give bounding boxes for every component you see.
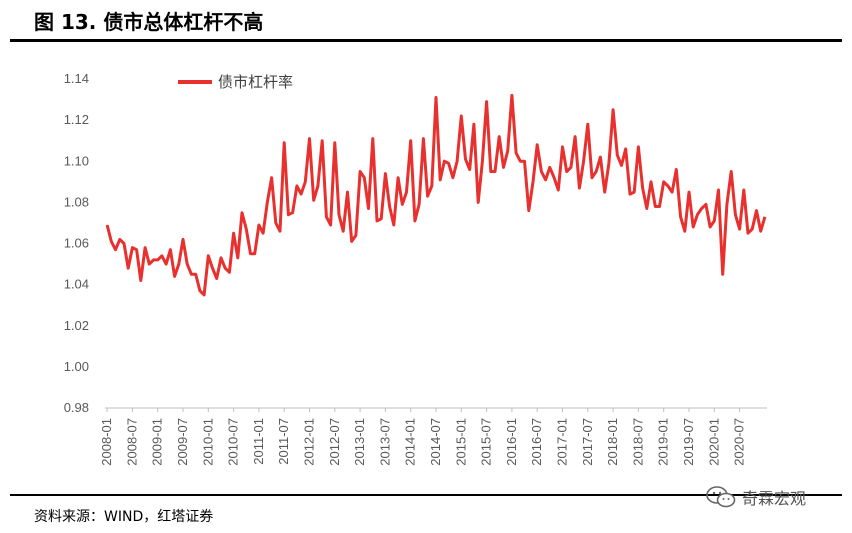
x-tick-label: 2010-07 xyxy=(226,418,241,466)
x-tick-label: 2011-07 xyxy=(276,418,291,465)
x-tick-label: 2012-07 xyxy=(327,418,342,466)
bottom-rule xyxy=(10,494,842,496)
y-tick-label: 0.98 xyxy=(64,400,89,415)
x-tick-label: 2016-07 xyxy=(529,418,544,466)
x-tick-label: 2014-01 xyxy=(403,418,418,466)
x-axis-ticks: 2008-01 2008-07 2009-01 2009-07 2010-01 2010-… xyxy=(99,408,747,466)
y-tick-label: 1.00 xyxy=(64,359,89,374)
wechat-icon xyxy=(706,486,736,508)
x-tick-label: 2016-01 xyxy=(504,418,519,466)
y-tick-label: 1.12 xyxy=(64,112,89,127)
source-note: 资料来源：WIND，红塔证券 xyxy=(34,509,214,525)
x-tick-label: 2017-01 xyxy=(554,418,569,466)
x-tick-label: 2014-07 xyxy=(428,418,443,466)
y-tick-label: 1.08 xyxy=(64,194,89,209)
x-tick-label: 2020-07 xyxy=(732,418,747,466)
x-tick-label: 2011-01 xyxy=(251,418,266,465)
x-tick-label: 2013-01 xyxy=(352,418,367,466)
x-tick-label: 2019-07 xyxy=(681,418,696,466)
x-tick-label: 2009-07 xyxy=(175,418,190,466)
x-tick-label: 2012-01 xyxy=(302,418,317,466)
x-tick-label: 2018-01 xyxy=(605,418,620,466)
x-tick-label: 2020-01 xyxy=(706,418,721,466)
series-line-bond-leverage xyxy=(105,93,767,297)
y-tick-label: 1.02 xyxy=(64,318,89,333)
figure-title: 图 13. 债市总体杠杆不高 xyxy=(34,10,264,34)
x-tick-label: 2019-01 xyxy=(656,418,671,466)
y-tick-label: 1.06 xyxy=(64,236,89,251)
top-rule xyxy=(10,39,842,42)
x-tick-label: 2008-07 xyxy=(124,418,139,466)
y-axis-ticks: 0.98 1.00 1.02 1.04 1.06 1.08 1.10 1.12 1.14 xyxy=(64,71,89,415)
x-tick-label: 2010-01 xyxy=(200,418,215,466)
legend: 债市杠杆率 xyxy=(178,73,293,91)
watermark-text: 奇霖宏观 xyxy=(742,489,807,508)
y-tick-label: 1.14 xyxy=(64,71,89,86)
x-tick-label: 2008-01 xyxy=(99,418,114,466)
x-tick-label: 2015-07 xyxy=(479,418,494,466)
x-tick-label: 2015-01 xyxy=(453,418,468,466)
x-tick-label: 2009-01 xyxy=(150,418,165,466)
x-tick-label: 2013-07 xyxy=(377,418,392,466)
x-tick-label: 2018-07 xyxy=(630,418,645,466)
legend-label: 债市杠杆率 xyxy=(218,73,293,91)
y-tick-label: 1.04 xyxy=(64,277,89,292)
x-tick-label: 2017-07 xyxy=(580,418,595,466)
y-tick-label: 1.10 xyxy=(64,153,89,168)
watermark: 奇霖宏观 xyxy=(706,485,806,509)
